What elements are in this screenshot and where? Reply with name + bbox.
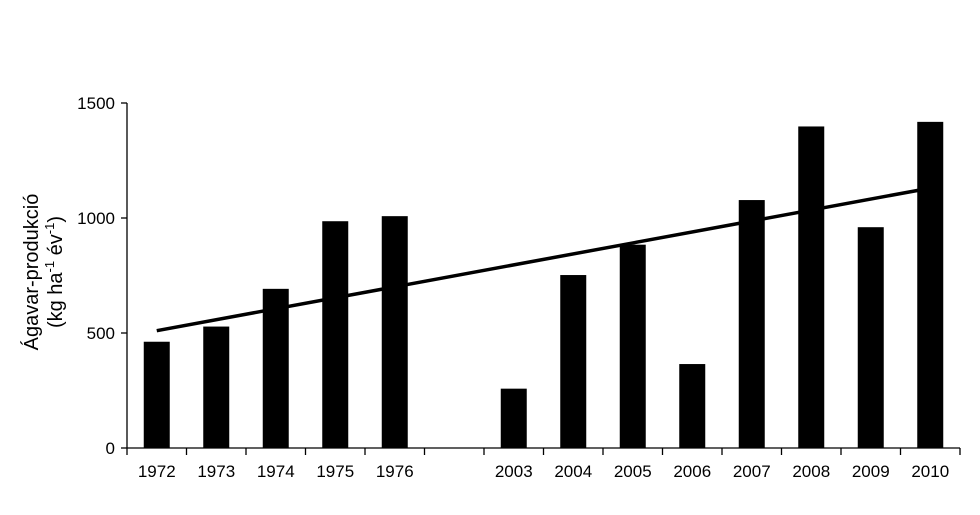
x-tick-label: 1974	[257, 462, 295, 481]
bar	[857, 227, 884, 448]
trend-line	[156, 186, 931, 333]
y-axis-label-line1: Ágavar-produkció	[20, 194, 43, 351]
x-tick-label: 2010	[911, 462, 949, 481]
bar	[798, 126, 825, 449]
y-axis-label: Ágavar-produkció (kg ha-1 év-1)	[20, 194, 67, 351]
x-axis: 1972 1973 1974 1975 1976 2003 2004 2005 2006 2007…	[126, 447, 961, 481]
bar	[322, 221, 349, 448]
bar	[500, 388, 527, 448]
x-tick-label: 2003	[495, 462, 533, 481]
x-tick-label: 1975	[316, 462, 354, 481]
svg-text:Ágavar-produkció: Ágavar-produkció	[20, 194, 43, 351]
bar	[203, 326, 230, 448]
bars	[143, 121, 944, 449]
bar	[619, 244, 646, 448]
x-tick-label: 2009	[852, 462, 890, 481]
bar	[738, 200, 765, 448]
x-tick-label: 2004	[554, 462, 592, 481]
y-tick-label: 500	[87, 324, 115, 343]
y-tick-label: 1500	[77, 94, 115, 113]
y-axis-ticks: 0 500 1000 1500	[77, 94, 128, 458]
x-tick-label: 2007	[733, 462, 771, 481]
x-tick-label: 2008	[792, 462, 830, 481]
bar	[381, 216, 408, 448]
bar	[560, 275, 587, 448]
y-tick-label: 0	[106, 439, 115, 458]
y-tick-label: 1000	[77, 209, 115, 228]
bar	[262, 288, 289, 448]
x-tick-label: 2005	[614, 462, 652, 481]
bar	[143, 341, 170, 448]
x-tick-label: 2006	[673, 462, 711, 481]
x-tick-label: 1972	[138, 462, 176, 481]
trend-group	[156, 186, 931, 333]
bar	[679, 364, 706, 448]
y-axis-label-line2: (kg ha-1 év-1)	[42, 216, 67, 328]
x-tick-label: 1973	[197, 462, 235, 481]
x-tick-label: 1976	[376, 462, 414, 481]
bar	[917, 121, 944, 449]
